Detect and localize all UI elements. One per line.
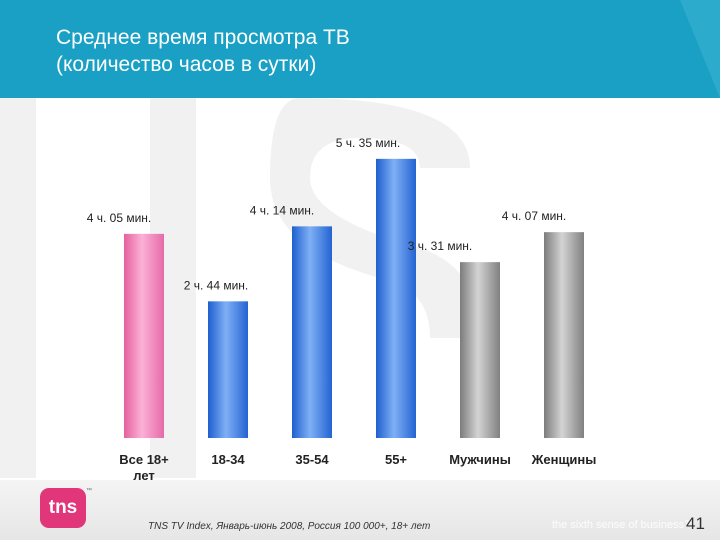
- header-band: Среднее время просмотра ТВ (количество ч…: [0, 0, 720, 98]
- bar-1: [124, 233, 164, 438]
- page-number: 41: [686, 514, 705, 533]
- tns-logo: tns: [40, 488, 86, 528]
- tagline: the sixth sense of business™: [552, 519, 696, 531]
- bar-6: [544, 232, 584, 438]
- category-label-6: Женщины: [531, 452, 597, 467]
- tns-logo-tm: ™: [86, 488, 92, 494]
- category-label-4: 55+: [385, 452, 407, 467]
- value-label-5: 3 ч. 31 мин.: [408, 239, 473, 253]
- page-title: Среднее время просмотра ТВ (количество ч…: [56, 26, 350, 76]
- value-label-6: 4 ч. 07 мин.: [502, 209, 567, 223]
- value-label-2: 2 ч. 44 мин.: [184, 278, 249, 292]
- bar-5: [460, 262, 500, 438]
- watermark-logo: [0, 98, 480, 478]
- source-note: TNS TV Index, Январь-июнь 2008, Россия 1…: [148, 521, 431, 532]
- category-label-1: Все 18+ лет: [119, 452, 169, 480]
- bar-4: [376, 158, 416, 438]
- category-label-5: Мужчины: [449, 452, 511, 467]
- bar-2: [208, 301, 248, 438]
- category-label-2: 18-34: [211, 452, 245, 467]
- bar-chart: 4 ч. 05 мин. Все 18+ лет 2 ч. 44 мин. 18-34 4…: [87, 136, 597, 480]
- value-label-3: 4 ч. 14 мин.: [250, 203, 315, 217]
- footer-band: [0, 480, 720, 540]
- value-label-1: 4 ч. 05 мин.: [87, 211, 152, 225]
- category-label-3: 35-54: [295, 452, 329, 467]
- header-notch: [680, 0, 720, 98]
- value-label-4: 5 ч. 35 мин.: [336, 136, 401, 150]
- bar-3: [292, 226, 332, 438]
